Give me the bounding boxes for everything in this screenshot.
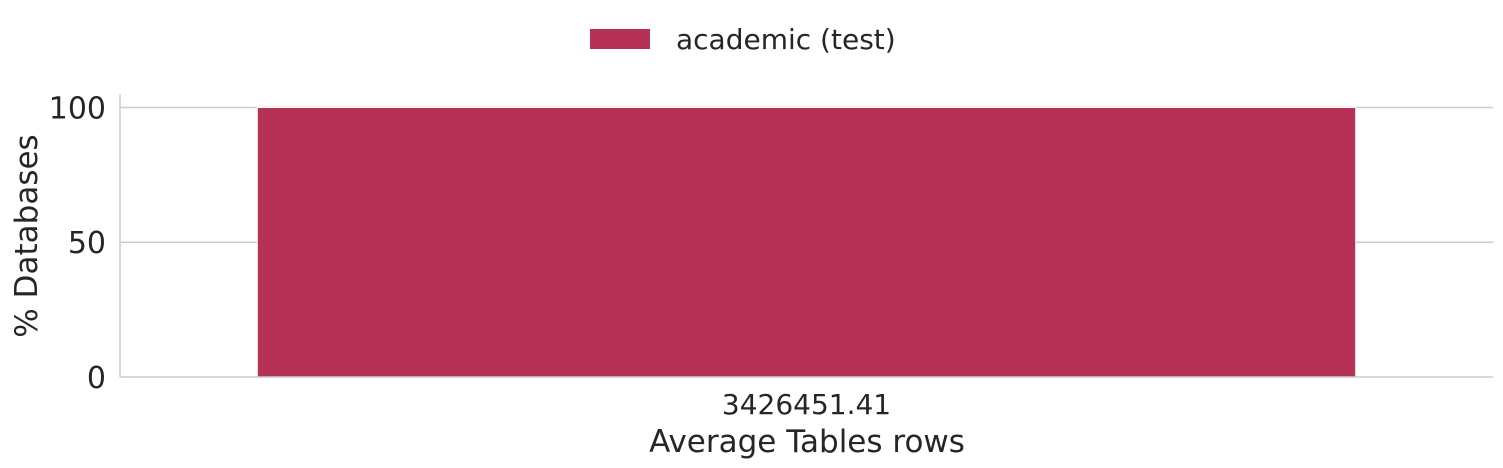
x-tick-labels: 3426451.41: [722, 388, 891, 421]
y-tick-labels: 0 50 100: [49, 91, 106, 396]
y-tick-label: 50: [68, 226, 106, 261]
y-axis-label: % Databases: [9, 134, 45, 337]
legend-label: academic (test): [676, 23, 896, 56]
y-tick-label: 0: [87, 361, 106, 396]
legend: academic (test): [590, 23, 896, 56]
legend-swatch: [590, 29, 650, 49]
x-axis-label: Average Tables rows: [649, 424, 965, 460]
bars: [256, 106, 1357, 378]
y-tick-label: 100: [49, 91, 106, 126]
x-tick-label: 3426451.41: [722, 388, 891, 421]
bar: [256, 106, 1357, 378]
